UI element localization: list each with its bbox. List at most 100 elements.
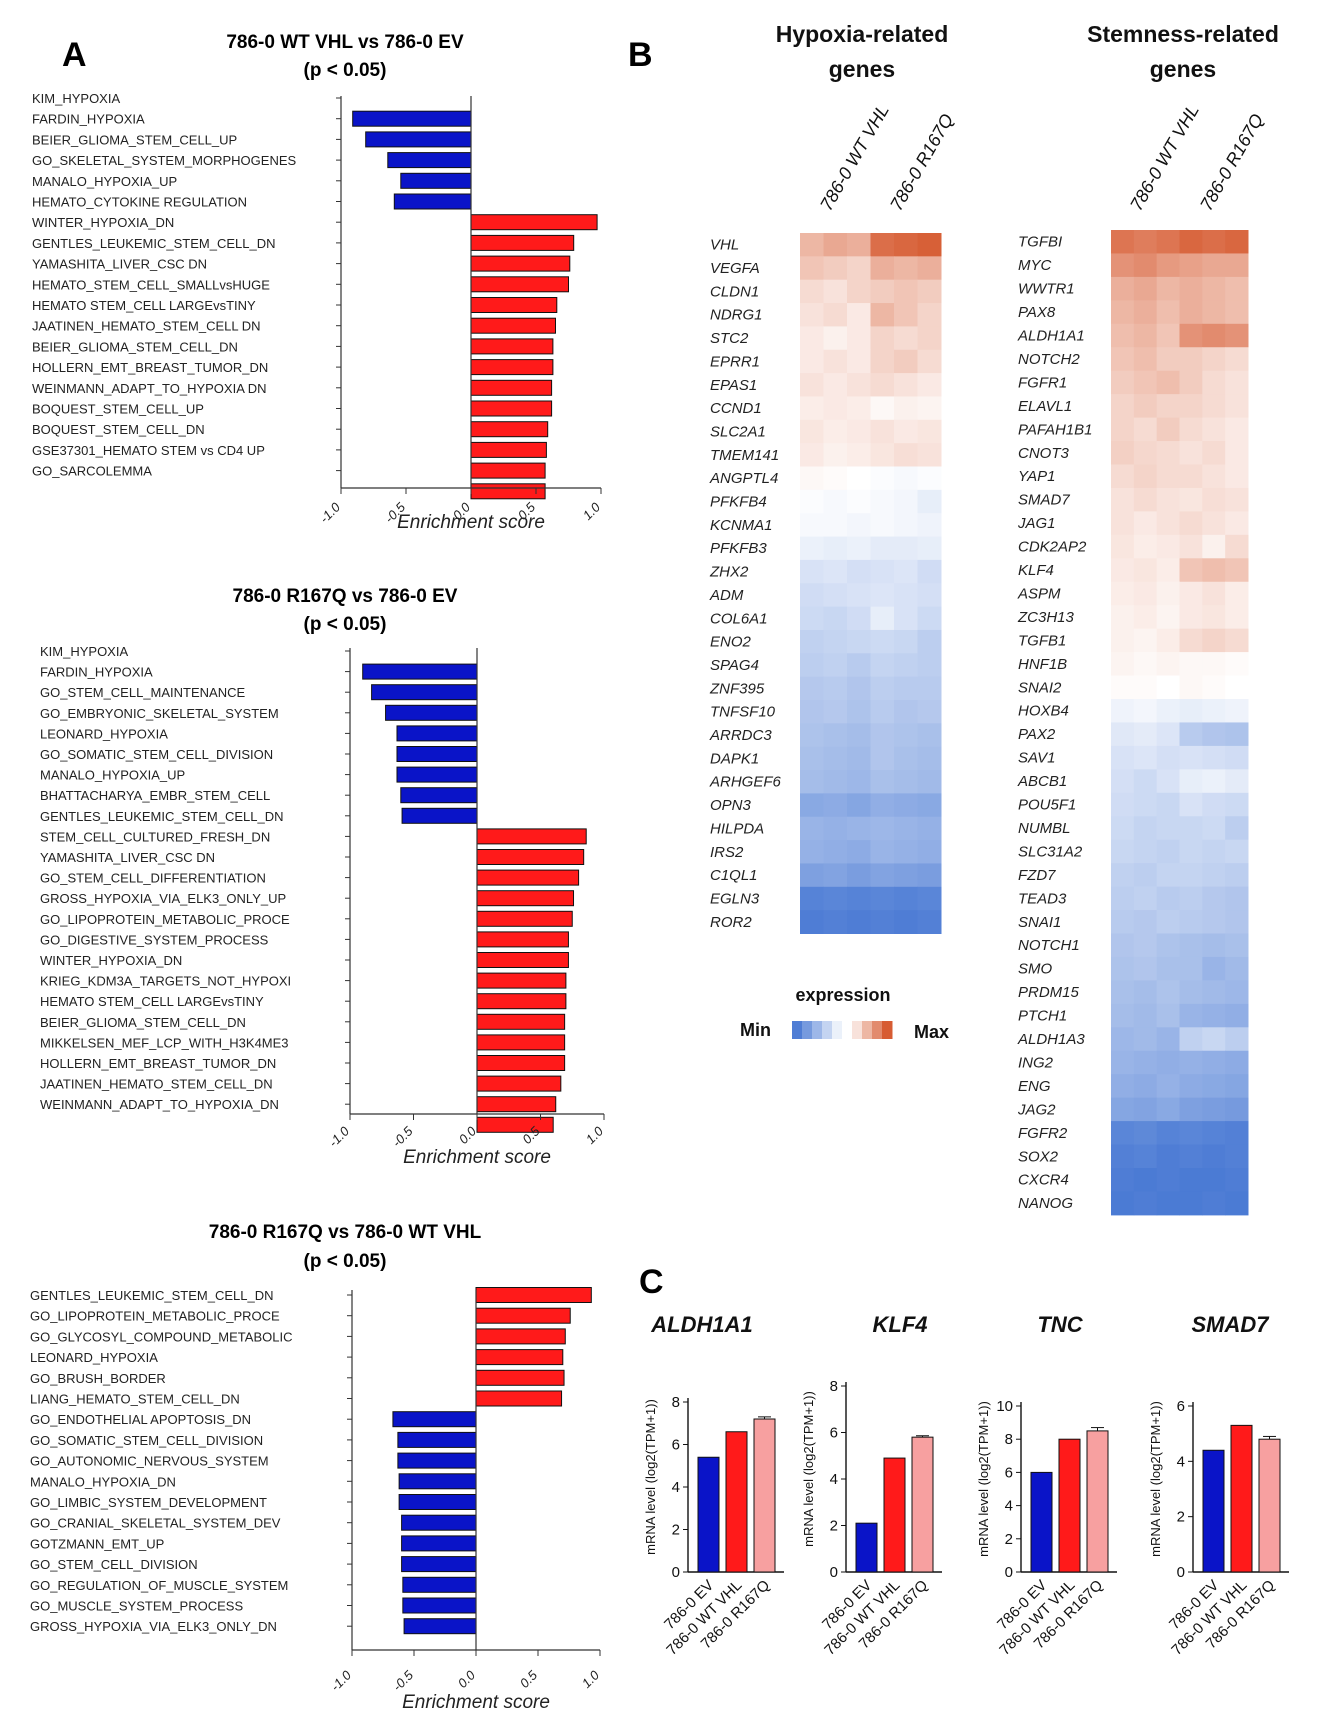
gsea2-category-label: GO_STEM_CELL_MAINTENANCE [40,685,245,700]
gsea3-bar [398,1494,477,1510]
hypoxia-cell [917,349,942,374]
stemness-cell [1202,534,1226,559]
stemness-cell [1133,300,1158,325]
gsea1-bar [470,255,571,272]
hypoxia-cell [800,793,824,818]
gsea1-category-label: HOLLERN_EMT_BREAST_TUMOR_DN [32,360,268,375]
stemness-cell [1179,230,1203,254]
stemness-cell [1156,816,1180,841]
hypoxia-cell [847,303,871,327]
stemness-cell [1133,347,1158,372]
stemness-gene-label: JAG2 [1017,1101,1056,1118]
stemness-cell [1225,464,1249,489]
stemness-cell [1133,956,1158,981]
hypoxia-cell [870,653,895,678]
stemness-cell [1133,487,1158,512]
stemness-cell [1179,699,1203,723]
stemness-cell [1133,1168,1158,1192]
gsea3-bar [401,1514,477,1531]
gsea3-category-label: LEONARD_HYPOXIA [30,1350,158,1365]
hypoxia-cell [823,303,848,327]
hypoxia-cell [800,466,824,491]
stemness-cell [1133,511,1158,536]
hypoxia-column-label: 786-0 R167Q [886,110,957,214]
stemness-cell [1111,628,1135,653]
hypoxia-cell [800,606,824,631]
stemness-cell [1225,487,1249,512]
gsea1-category-label: WINTER_HYPOXIA_DN [32,215,174,230]
hypoxia-cell [894,396,918,421]
stemness-cell [1156,675,1180,700]
stemness-column-label: 786-0 R167Q [1196,110,1267,214]
stemness-cell [1225,417,1249,442]
mrna-bar [1058,1438,1081,1573]
gsea3-bar [475,1369,565,1386]
mrna-bar [855,1522,878,1573]
legend-swatch [842,1021,853,1039]
gsea1-bar [470,276,569,293]
stemness-cell [1133,886,1158,911]
stemness-cell [1111,1074,1135,1099]
stemness-cell [1156,956,1180,981]
stemness-cell [1111,534,1135,559]
hypoxia-cell [847,233,871,257]
hypoxia-cell [870,489,895,514]
gsea3-category-label: GO_MUSCLE_SYSTEM_PROCESS [30,1599,243,1614]
stemness-cell [1179,253,1203,278]
gsea3-category-label: GO_SOMATIC_STEM_CELL_DIVISION [30,1433,263,1448]
gsea1-bar [470,214,598,231]
stemness-cell [1156,394,1180,419]
gsea2-category-label: HOLLERN_EMT_BREAST_TUMOR_DN [40,1056,276,1071]
stemness-gene-label: ENG [1018,1078,1051,1095]
gsea1-category-label: MANALO_HYPOXIA_UP [32,174,177,189]
stemness-cell [1225,910,1249,934]
gsea1-category-label: GENTLES_LEUKEMIC_STEM_CELL_DN [32,236,275,251]
stemness-gene-label: POU5F1 [1018,797,1076,814]
gsea3-category-label: GO_LIPOPROTEIN_METABOLIC_PROCE [30,1309,280,1324]
stemness-cell [1179,511,1203,536]
ytick-label: 6 [1177,1398,1185,1415]
gsea1-category-label: GSE37301_HEMATO STEM vs CD4 UP [32,443,265,458]
gsea2-bar [476,869,580,886]
gsea1-bar [470,317,556,334]
hypoxia-cell [917,793,942,818]
gsea2-category-label: WINTER_HYPOXIA_DN [40,953,182,968]
hypoxia-cell [847,746,871,771]
y-label: mRNA level (log2(TPM+1)) [643,1399,658,1555]
gsea3-category-label: GO_BRUSH_BORDER [30,1371,166,1386]
stemness-cell [1111,675,1135,700]
stemness-cell [1225,956,1249,981]
hypoxia-gene-label: TMEM141 [710,447,779,464]
gsea2-bar [476,1034,566,1051]
hypoxia-cell [800,303,824,327]
hypoxia-cell [870,746,895,771]
ytick-label: 8 [1005,1431,1013,1448]
stemness-cell [1133,1121,1158,1146]
hypoxia-cell [894,279,918,304]
hypoxia-cell [800,886,824,911]
gsea3-bar [475,1287,592,1303]
stemness-cell [1202,956,1226,981]
stemness-cell [1111,276,1135,301]
gsea2-bar [476,993,567,1010]
stemness-cell [1202,699,1226,723]
hypoxia-cell [917,863,942,888]
stemness-gene-label: WWTR1 [1018,281,1075,298]
gsea3-category-label: GO_LIMBIC_SYSTEM_DEVELOPMENT [30,1495,267,1510]
hypoxia-cell [823,396,848,421]
hypoxia-cell [800,723,824,748]
gsea2-category-label: STEM_CELL_CULTURED_FRESH_DN [40,829,270,844]
stemness-cell [1225,276,1249,301]
stemness-cell [1111,558,1135,583]
gene-title: TNC [1037,1312,1083,1337]
hypoxia-gene-label: EGLN3 [710,890,760,907]
hypoxia-cell [917,676,942,701]
stemness-cell [1225,558,1249,583]
stemness-cell [1156,1168,1180,1192]
stemness-cell [1156,886,1180,911]
gsea2-xtick-label: 0.0 [456,1123,480,1147]
stemness-cell [1225,253,1249,278]
hypoxia-cell [823,233,848,257]
hypoxia-gene-label: VHL [710,237,739,254]
ytick-label: 0 [672,1564,680,1581]
